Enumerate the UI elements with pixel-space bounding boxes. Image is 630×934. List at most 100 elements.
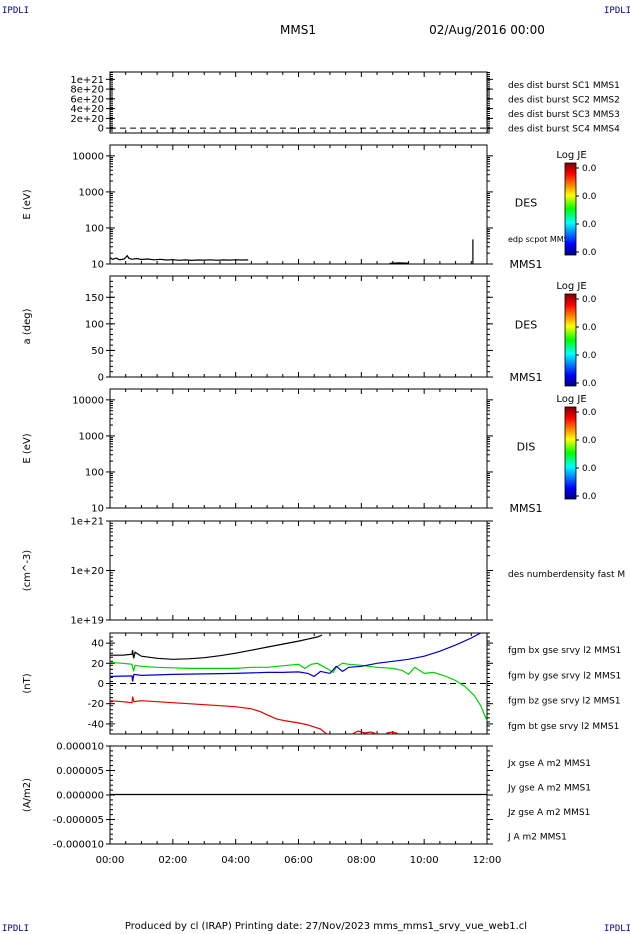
- legend-entry: des dist burst SC3 MMS3: [508, 110, 620, 120]
- y-tick-label: 6e+20: [70, 94, 104, 105]
- instrument-label: DES: [515, 319, 537, 332]
- panel-p3: 150 100 50 0 a (deg) DES MMS1 Log JE 0.0 0.0 0.0 0.…: [22, 275, 597, 389]
- y-tick-label: 4e+20: [70, 104, 104, 115]
- y-tick-label: 10000: [72, 395, 104, 406]
- colorbar-tick-label: 0.0: [582, 464, 597, 474]
- instrument-label: DIS: [517, 441, 536, 454]
- footer-text: Produced by cl (IRAP) Printing date: 27/…: [125, 921, 527, 932]
- spacecraft-title: MMS1: [280, 23, 316, 37]
- series-line: [109, 632, 481, 682]
- y-tick-label: -0.000005: [53, 815, 104, 826]
- legend-entry: Jz gse A m2 MMS1: [507, 808, 590, 818]
- legend-entry: J A m2 MMS1: [507, 833, 567, 843]
- colorbar-tick-label: 0.0: [582, 436, 597, 446]
- y-tick-label: 1e+19: [70, 616, 104, 627]
- panel-p5: 1e+21 1e+20 1e+19 (cm^-3) des numberdensity …: [22, 517, 625, 627]
- y-axis-label: (nT): [22, 673, 33, 693]
- y-tick-label: 100: [85, 319, 104, 330]
- y-tick-label: 0.000005: [56, 766, 104, 777]
- colorbar-tick-label: 0.0: [582, 164, 597, 174]
- x-tick-label: 10:00: [410, 855, 439, 866]
- y-tick-label: -20: [88, 699, 104, 710]
- y-axis-label: (A/m2): [22, 778, 33, 812]
- spacecraft-label: MMS1: [510, 258, 543, 271]
- y-tick-label: 100: [85, 467, 104, 478]
- panel-frame: [109, 520, 488, 621]
- corner-label-top-left: IPDLI: [2, 6, 30, 16]
- colorbar-tick-label: 0.0: [582, 295, 597, 305]
- y-tick-label: 1000: [79, 431, 104, 442]
- y-tick-label: 20: [91, 659, 104, 670]
- colorbar-tick-label: 0.0: [582, 323, 597, 333]
- date-title: 02/Aug/2016 00:00: [429, 23, 545, 37]
- panel-frame: [109, 388, 488, 509]
- series-line: [386, 731, 400, 735]
- y-axis-label: E (eV): [22, 433, 33, 463]
- x-tick-label: 12:00: [473, 855, 502, 866]
- x-tick-label: 00:00: [96, 855, 125, 866]
- x-tick-label: 02:00: [158, 855, 187, 866]
- y-tick-label: 50: [91, 346, 104, 357]
- colorbar-title: Log JE: [556, 150, 586, 161]
- y-tick-label: 150: [85, 293, 104, 304]
- y-tick-label: 1e+21: [70, 75, 104, 86]
- panel-frame: [109, 275, 488, 378]
- legend-entry: des dist burst SC4 MMS4: [508, 125, 620, 135]
- colorbar-tick-label: 0.0: [582, 351, 597, 361]
- panel-p6: 40 20 0 -20 -40 (nT) fgm bx gse srvy l2 MMS1 fg…: [22, 632, 621, 735]
- legend-entry: fgm bz gse srvy l2 MMS1: [508, 697, 621, 707]
- y-tick-label: 0: [98, 373, 104, 384]
- y-tick-label: 0.000010: [56, 742, 104, 753]
- panel-frame: [109, 144, 488, 265]
- colorbar: [564, 162, 577, 256]
- corner-label-bottom-right: IPDLI: [604, 924, 630, 934]
- y-tick-label: 10: [91, 504, 104, 515]
- panel-p4: 10000 1000 100 10 E (eV) DIS MMS1 Log JE 0.0 0.0 0…: [22, 388, 597, 515]
- legend-entry: Jx gse A m2 MMS1: [507, 759, 591, 769]
- legend-entry: fgm bt gse srvy l2 MMS1: [508, 722, 619, 732]
- panel-frame: [109, 71, 488, 134]
- x-tick-label: 04:00: [221, 855, 250, 866]
- colorbar-tick-label: 0.0: [582, 192, 597, 202]
- legend-entry: des dist burst SC2 MMS2: [508, 96, 620, 106]
- y-tick-label: 0: [98, 679, 104, 690]
- series-line: [109, 696, 328, 735]
- colorbar-tick-label: 0.0: [582, 379, 597, 389]
- colorbar-tick-label: 0.0: [582, 408, 597, 418]
- legend-entry: fgm by gse srvy l2 MMS1: [508, 671, 621, 681]
- corner-label-top-right: IPDLI: [604, 6, 630, 16]
- panel-p2: 10000 1000 100 10 E (eV) edp scpot MMS1 DES MMS…: [22, 144, 597, 271]
- colorbar-title: Log JE: [556, 394, 586, 405]
- panel-p7: 0.000010 0.000005 0.000000 -0.000005 -0.0000…: [22, 742, 591, 851]
- y-axis-label: a (deg): [22, 308, 33, 344]
- y-tick-label: 1000: [79, 187, 104, 198]
- y-tick-label: 10: [91, 260, 104, 271]
- y-axis-label: (cm^-3): [22, 550, 33, 591]
- y-tick-label: -40: [88, 719, 104, 730]
- legend-entry: edp scpot MMS1: [508, 235, 574, 244]
- series-line: [109, 661, 488, 722]
- colorbar-title: Log JE: [556, 281, 586, 292]
- y-tick-label: 0: [98, 124, 104, 135]
- x-tick-label: 06:00: [284, 855, 313, 866]
- series-line: [109, 254, 249, 262]
- corner-label-bottom-left: IPDLI: [2, 924, 30, 934]
- legend-entry: Jy gse A m2 MMS1: [507, 784, 591, 794]
- legend-entry: des numberdensity fast M: [508, 570, 625, 580]
- series-line: [389, 262, 409, 264]
- y-tick-label: 1e+21: [70, 517, 104, 528]
- series-line: [351, 730, 378, 735]
- y-tick-label: 1e+20: [70, 566, 104, 577]
- y-tick-label: 8e+20: [70, 85, 104, 96]
- colorbar: [564, 293, 577, 387]
- y-tick-label: 0.000000: [56, 791, 104, 802]
- colorbar-tick-label: 0.0: [582, 220, 597, 230]
- series-line: [110, 634, 323, 660]
- y-tick-label: 40: [91, 639, 104, 650]
- y-tick-label: 100: [85, 223, 104, 234]
- colorbar-tick-label: 0.0: [582, 248, 597, 258]
- y-axis-label: E (eV): [22, 189, 33, 219]
- y-tick-label: 2e+20: [70, 114, 104, 125]
